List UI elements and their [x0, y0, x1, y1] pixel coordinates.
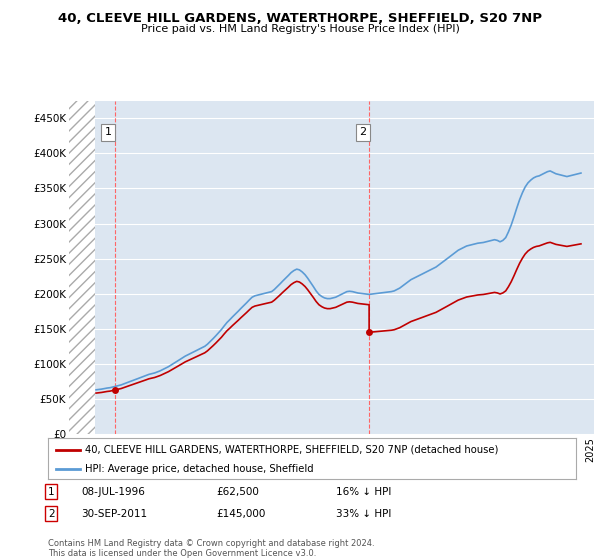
Text: 40, CLEEVE HILL GARDENS, WATERTHORPE, SHEFFIELD, S20 7NP: 40, CLEEVE HILL GARDENS, WATERTHORPE, SH…: [58, 12, 542, 25]
Text: 2: 2: [359, 127, 366, 137]
Text: Contains HM Land Registry data © Crown copyright and database right 2024.
This d: Contains HM Land Registry data © Crown c…: [48, 539, 374, 558]
Text: 2: 2: [48, 508, 55, 519]
Text: 40, CLEEVE HILL GARDENS, WATERTHORPE, SHEFFIELD, S20 7NP (detached house): 40, CLEEVE HILL GARDENS, WATERTHORPE, SH…: [85, 445, 499, 455]
Text: 1: 1: [48, 487, 55, 497]
Text: HPI: Average price, detached house, Sheffield: HPI: Average price, detached house, Shef…: [85, 464, 314, 474]
Text: 33% ↓ HPI: 33% ↓ HPI: [336, 508, 391, 519]
Text: 16% ↓ HPI: 16% ↓ HPI: [336, 487, 391, 497]
Bar: [69, 101, 95, 434]
Text: £145,000: £145,000: [216, 508, 265, 519]
Text: £62,500: £62,500: [216, 487, 259, 497]
Text: 30-SEP-2011: 30-SEP-2011: [81, 508, 147, 519]
Text: 1: 1: [105, 127, 112, 137]
Text: Price paid vs. HM Land Registry's House Price Index (HPI): Price paid vs. HM Land Registry's House …: [140, 24, 460, 34]
Text: 08-JUL-1996: 08-JUL-1996: [81, 487, 145, 497]
